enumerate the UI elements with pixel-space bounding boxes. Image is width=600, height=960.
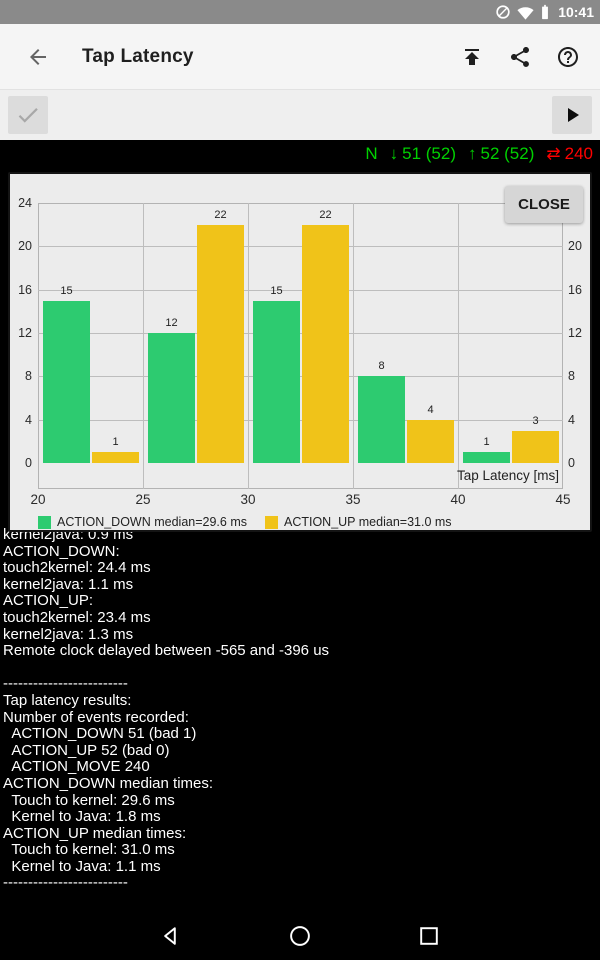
app-bar: Tap Latency [0,24,600,90]
y-tick-label-left: 16 [18,282,32,297]
battery-icon [540,4,550,20]
legend-swatch [38,515,51,529]
up-count: 52 (52) [480,144,535,163]
y-tick-label-right: 16 [568,282,582,297]
bar-action_down-bin1 [148,333,195,463]
bar-action_up-bin0 [92,452,139,463]
wifi-icon [517,5,534,20]
y-tick-label-left: 20 [18,239,32,254]
bar-action_up-bin3 [407,419,454,463]
x-tick-label: 35 [345,492,361,507]
event-counter-bar: N ↓ 51 (52) ↑ 52 (52) ⇄ 240 [0,140,600,168]
y-tick-label-right: 20 [568,239,582,254]
bar-value-label: 8 [378,360,385,373]
grid-line-y [38,333,563,334]
grid-line-x [143,203,144,489]
bar-value-label: 22 [214,208,227,221]
grid-line-y [38,289,563,291]
x-tick-label: 40 [450,492,466,507]
x-axis-title: Tap Latency [ms] [456,468,559,483]
bar-action_up-bin1 [197,224,244,463]
up-arrow-icon: ↑ [468,144,477,163]
bar-action_down-bin0 [43,300,90,463]
x-tick-label: 25 [135,492,151,507]
y-tick-label-right: 12 [568,326,582,340]
back-button[interactable] [26,45,50,69]
bar-value-label: 1 [483,436,490,449]
y-tick-label-right: 4 [568,412,575,427]
close-chart-button[interactable]: CLOSE [505,186,583,223]
grid-line-x [458,203,459,489]
page-title: Tap Latency [82,45,194,67]
grid-line-y [38,419,563,421]
bar-action_down-bin3 [358,376,405,463]
clock: 10:41 [558,4,594,20]
bar-value-label: 4 [427,403,434,416]
x-tick-label: 20 [30,492,46,507]
nav-recents-icon[interactable] [416,923,442,949]
bar-value-label: 1 [112,436,119,449]
grid-line-x [353,203,354,489]
content-region: N ↓ 51 (52) ↑ 52 (52) ⇄ 240 kernel2java:… [0,140,600,960]
legend-label: ACTION_UP median=31.0 ms [283,515,452,529]
y-tick-label-left: 0 [25,456,32,470]
latency-histogram-panel: CLOSE 0044881212161620202424202530354045… [8,172,592,532]
grid-line-y [38,246,563,248]
nav-home-icon[interactable] [287,923,313,949]
bar-action_down-bin4 [463,452,510,463]
android-nav-bar [0,912,600,960]
share-icon[interactable] [508,45,532,69]
confirm-button[interactable] [8,96,48,134]
y-tick-label-left: 24 [18,196,32,210]
plot-border [38,203,563,489]
x-tick-label: 45 [555,492,571,507]
grid-line-y [38,376,563,378]
grid-line-x [248,203,249,489]
chart-legend: ACTION_DOWN median=29.6 ms ACTION_UP medi… [38,515,452,529]
bar-action_down-bin2 [253,300,300,463]
nav-back-icon[interactable] [158,923,184,949]
y-tick-label-left: 12 [18,326,32,340]
bar-action_up-bin2 [302,224,349,463]
down-arrow-icon: ↓ [389,144,399,163]
results-log: kernel2java: 0.9 ms ACTION_DOWN: touch2k… [3,526,330,892]
bar-action_up-bin4 [512,430,559,463]
x-tick-label: 30 [240,492,256,507]
help-icon[interactable] [556,45,580,69]
bar-value-label: 3 [532,414,539,427]
move-arrows-icon: ⇄ [546,144,561,163]
bar-value-label: 22 [319,208,332,221]
y-tick-label-right: 0 [568,456,575,470]
legend-entry: ACTION_UP median=31.0 ms [264,515,452,529]
move-count: 240 [564,144,593,163]
legend-label: ACTION_DOWN median=29.6 ms [57,515,247,529]
bar-value-label: 15 [60,284,73,297]
down-count: 51 (52) [402,144,456,163]
y-tick-label-left: 8 [25,369,32,384]
status-bar: 10:41 [0,0,600,24]
upload-icon[interactable] [460,45,484,69]
action-toolbar [0,90,600,140]
y-tick-label-left: 4 [25,412,32,427]
counter-prefix: N [365,144,378,163]
no-signal-icon [495,4,511,20]
bar-value-label: 12 [165,317,178,329]
legend-swatch [264,515,278,529]
legend-entry: ACTION_DOWN median=29.6 ms [38,515,247,529]
y-tick-label-right: 8 [568,369,575,384]
play-button[interactable] [552,96,592,134]
bar-value-label: 15 [270,284,283,297]
